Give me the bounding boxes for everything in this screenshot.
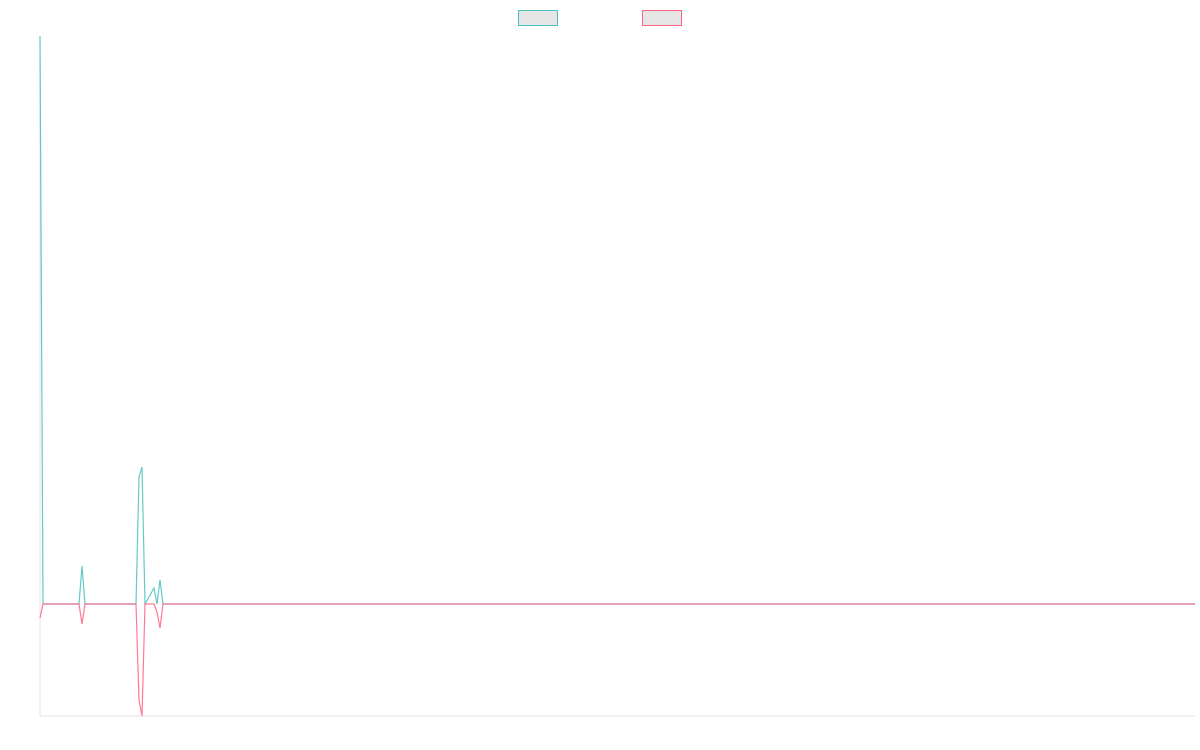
- series-line: [39, 603, 1195, 717]
- legend-swatch: [518, 10, 558, 26]
- legend-swatch: [642, 10, 682, 26]
- series-line: [39, 35, 1195, 607]
